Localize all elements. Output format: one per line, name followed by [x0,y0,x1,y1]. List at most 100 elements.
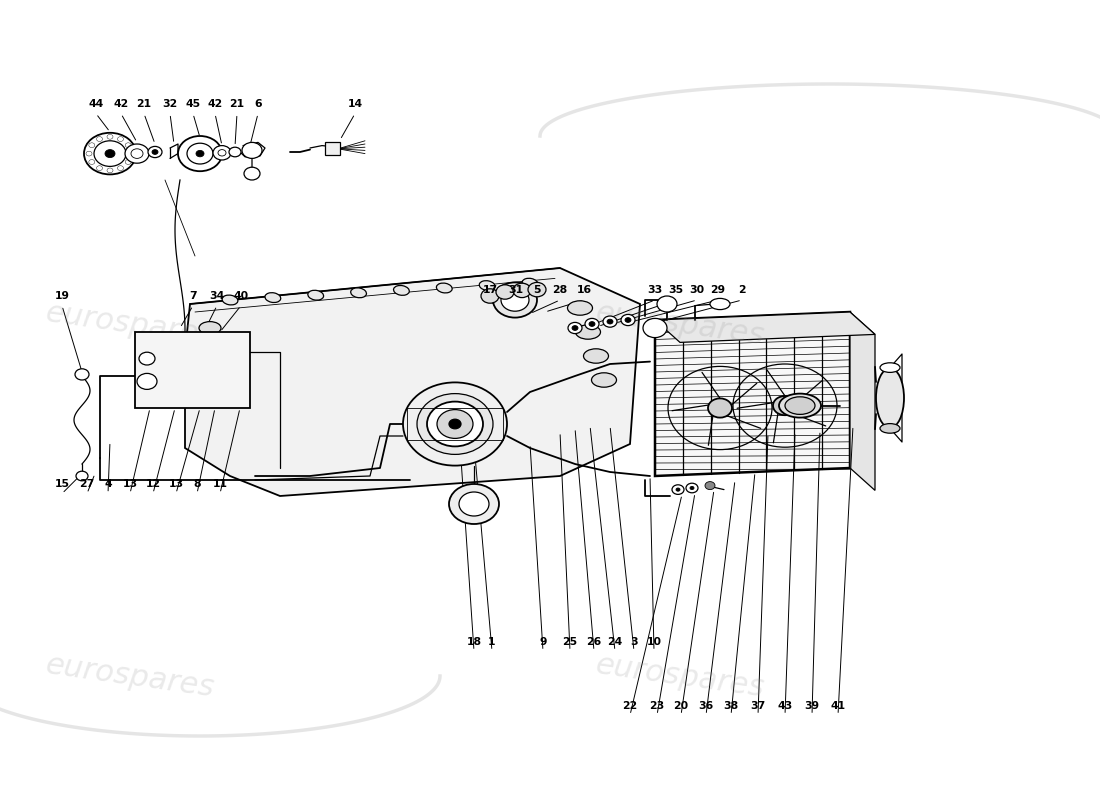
Text: 5: 5 [534,285,541,294]
Circle shape [621,314,635,326]
Text: 14: 14 [348,99,363,109]
Text: 27: 27 [79,479,95,489]
Text: 2: 2 [738,285,746,294]
Text: 19: 19 [55,291,69,301]
Circle shape [644,318,667,338]
Text: 3: 3 [630,637,638,646]
Text: 15: 15 [55,479,69,489]
Text: 42: 42 [113,99,129,109]
Text: 44: 44 [88,99,103,109]
Ellipse shape [568,301,593,315]
Text: 21: 21 [136,99,152,109]
Text: eurospares: eurospares [594,298,767,350]
Circle shape [708,398,732,418]
Ellipse shape [785,397,815,414]
Circle shape [585,318,600,330]
Text: 36: 36 [698,701,714,710]
Circle shape [657,296,676,312]
Circle shape [493,282,537,318]
Circle shape [187,143,213,164]
Circle shape [607,319,613,324]
Text: 4: 4 [104,479,112,489]
Circle shape [84,133,136,174]
Ellipse shape [222,295,238,305]
Circle shape [705,482,715,490]
Circle shape [417,394,493,454]
Polygon shape [850,312,875,490]
Circle shape [481,289,499,303]
Text: 24: 24 [607,637,623,646]
Text: 23: 23 [649,701,664,710]
Text: 7: 7 [189,291,197,301]
Text: eurospares: eurospares [44,298,217,350]
Circle shape [125,144,148,163]
Ellipse shape [308,290,323,300]
Circle shape [196,150,204,157]
Circle shape [427,402,483,446]
Text: 28: 28 [552,285,568,294]
Circle shape [178,136,222,171]
Text: eurospares: eurospares [594,650,767,702]
Text: 40: 40 [233,291,249,301]
Text: 39: 39 [804,701,820,710]
Text: 16: 16 [576,285,592,294]
Text: 13: 13 [168,479,184,489]
Circle shape [437,410,473,438]
Text: 37: 37 [750,701,766,710]
Bar [135,332,250,408]
Ellipse shape [199,322,221,334]
Circle shape [449,484,499,524]
Circle shape [242,142,262,158]
Circle shape [449,419,461,429]
Ellipse shape [204,342,226,354]
Circle shape [104,150,116,158]
Circle shape [152,150,158,154]
Text: 38: 38 [724,701,738,710]
Text: eurospares: eurospares [44,650,217,702]
Circle shape [459,492,490,516]
Bar [324,142,340,155]
Text: 1: 1 [488,637,496,646]
Text: 30: 30 [690,285,705,294]
Text: 25: 25 [562,637,578,646]
Circle shape [139,352,155,365]
Ellipse shape [592,373,616,387]
Circle shape [513,283,531,298]
Ellipse shape [880,423,900,433]
Text: 45: 45 [186,99,200,109]
Text: 32: 32 [163,99,177,109]
Text: 10: 10 [647,637,661,646]
Circle shape [568,322,582,334]
Ellipse shape [710,298,730,310]
Circle shape [676,488,680,491]
Bar [407,408,503,440]
Ellipse shape [583,349,608,363]
Text: 43: 43 [778,701,793,710]
Ellipse shape [351,288,366,298]
Circle shape [528,282,546,297]
Text: 41: 41 [830,701,846,710]
Text: 17: 17 [483,285,497,294]
Circle shape [229,147,241,157]
Circle shape [94,141,126,166]
Text: 20: 20 [673,701,689,710]
Circle shape [500,289,529,311]
Text: 31: 31 [508,285,524,294]
Text: 12: 12 [145,479,161,489]
Circle shape [403,382,507,466]
Ellipse shape [779,394,821,418]
Ellipse shape [575,325,601,339]
Circle shape [603,316,617,327]
Ellipse shape [437,283,452,293]
Circle shape [672,485,684,494]
Circle shape [773,396,798,415]
Text: 35: 35 [669,285,683,294]
Text: 34: 34 [209,291,224,301]
Text: 42: 42 [208,99,222,109]
Text: 22: 22 [623,701,638,710]
Circle shape [131,149,143,158]
Circle shape [75,369,89,380]
Polygon shape [654,312,850,476]
Circle shape [76,471,88,481]
Circle shape [148,146,162,158]
